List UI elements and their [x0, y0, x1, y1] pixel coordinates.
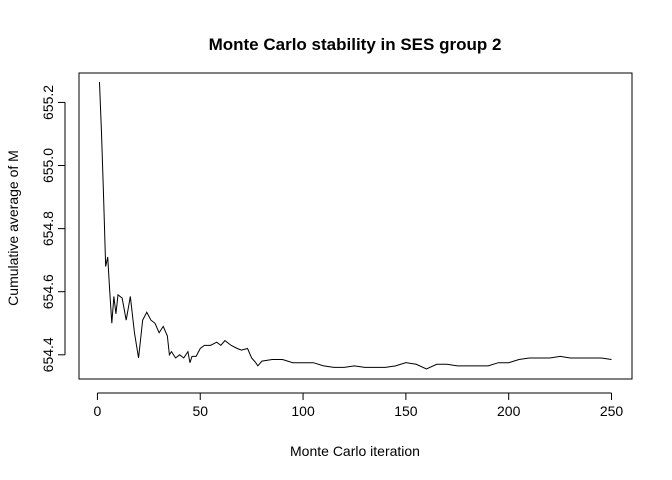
x-tick-label: 200 [497, 403, 521, 419]
y-tick-label: 654.4 [40, 337, 56, 372]
x-tick-label: 50 [192, 403, 208, 419]
x-tick-label: 250 [600, 403, 624, 419]
y-tick-label: 654.6 [40, 274, 56, 309]
plot-frame [78, 72, 633, 380]
x-axis-label: Monte Carlo iteration [290, 443, 420, 459]
y-tick-label: 655.2 [40, 85, 56, 120]
y-axis: 654.4 654.6 654.8 655.0 655.2 [40, 85, 66, 372]
y-tick-label: 655.0 [40, 148, 56, 183]
x-tick-label: 150 [394, 403, 418, 419]
x-axis: 0 50 100 150 200 250 [94, 392, 624, 419]
x-tick-label: 100 [291, 403, 315, 419]
chart-title: Monte Carlo stability in SES group 2 [209, 35, 502, 54]
series-line [98, 81, 612, 370]
y-axis-label: Cumulative average of M [5, 150, 21, 306]
x-tick-label: 0 [94, 403, 102, 419]
y-tick-label: 654.8 [40, 211, 56, 246]
